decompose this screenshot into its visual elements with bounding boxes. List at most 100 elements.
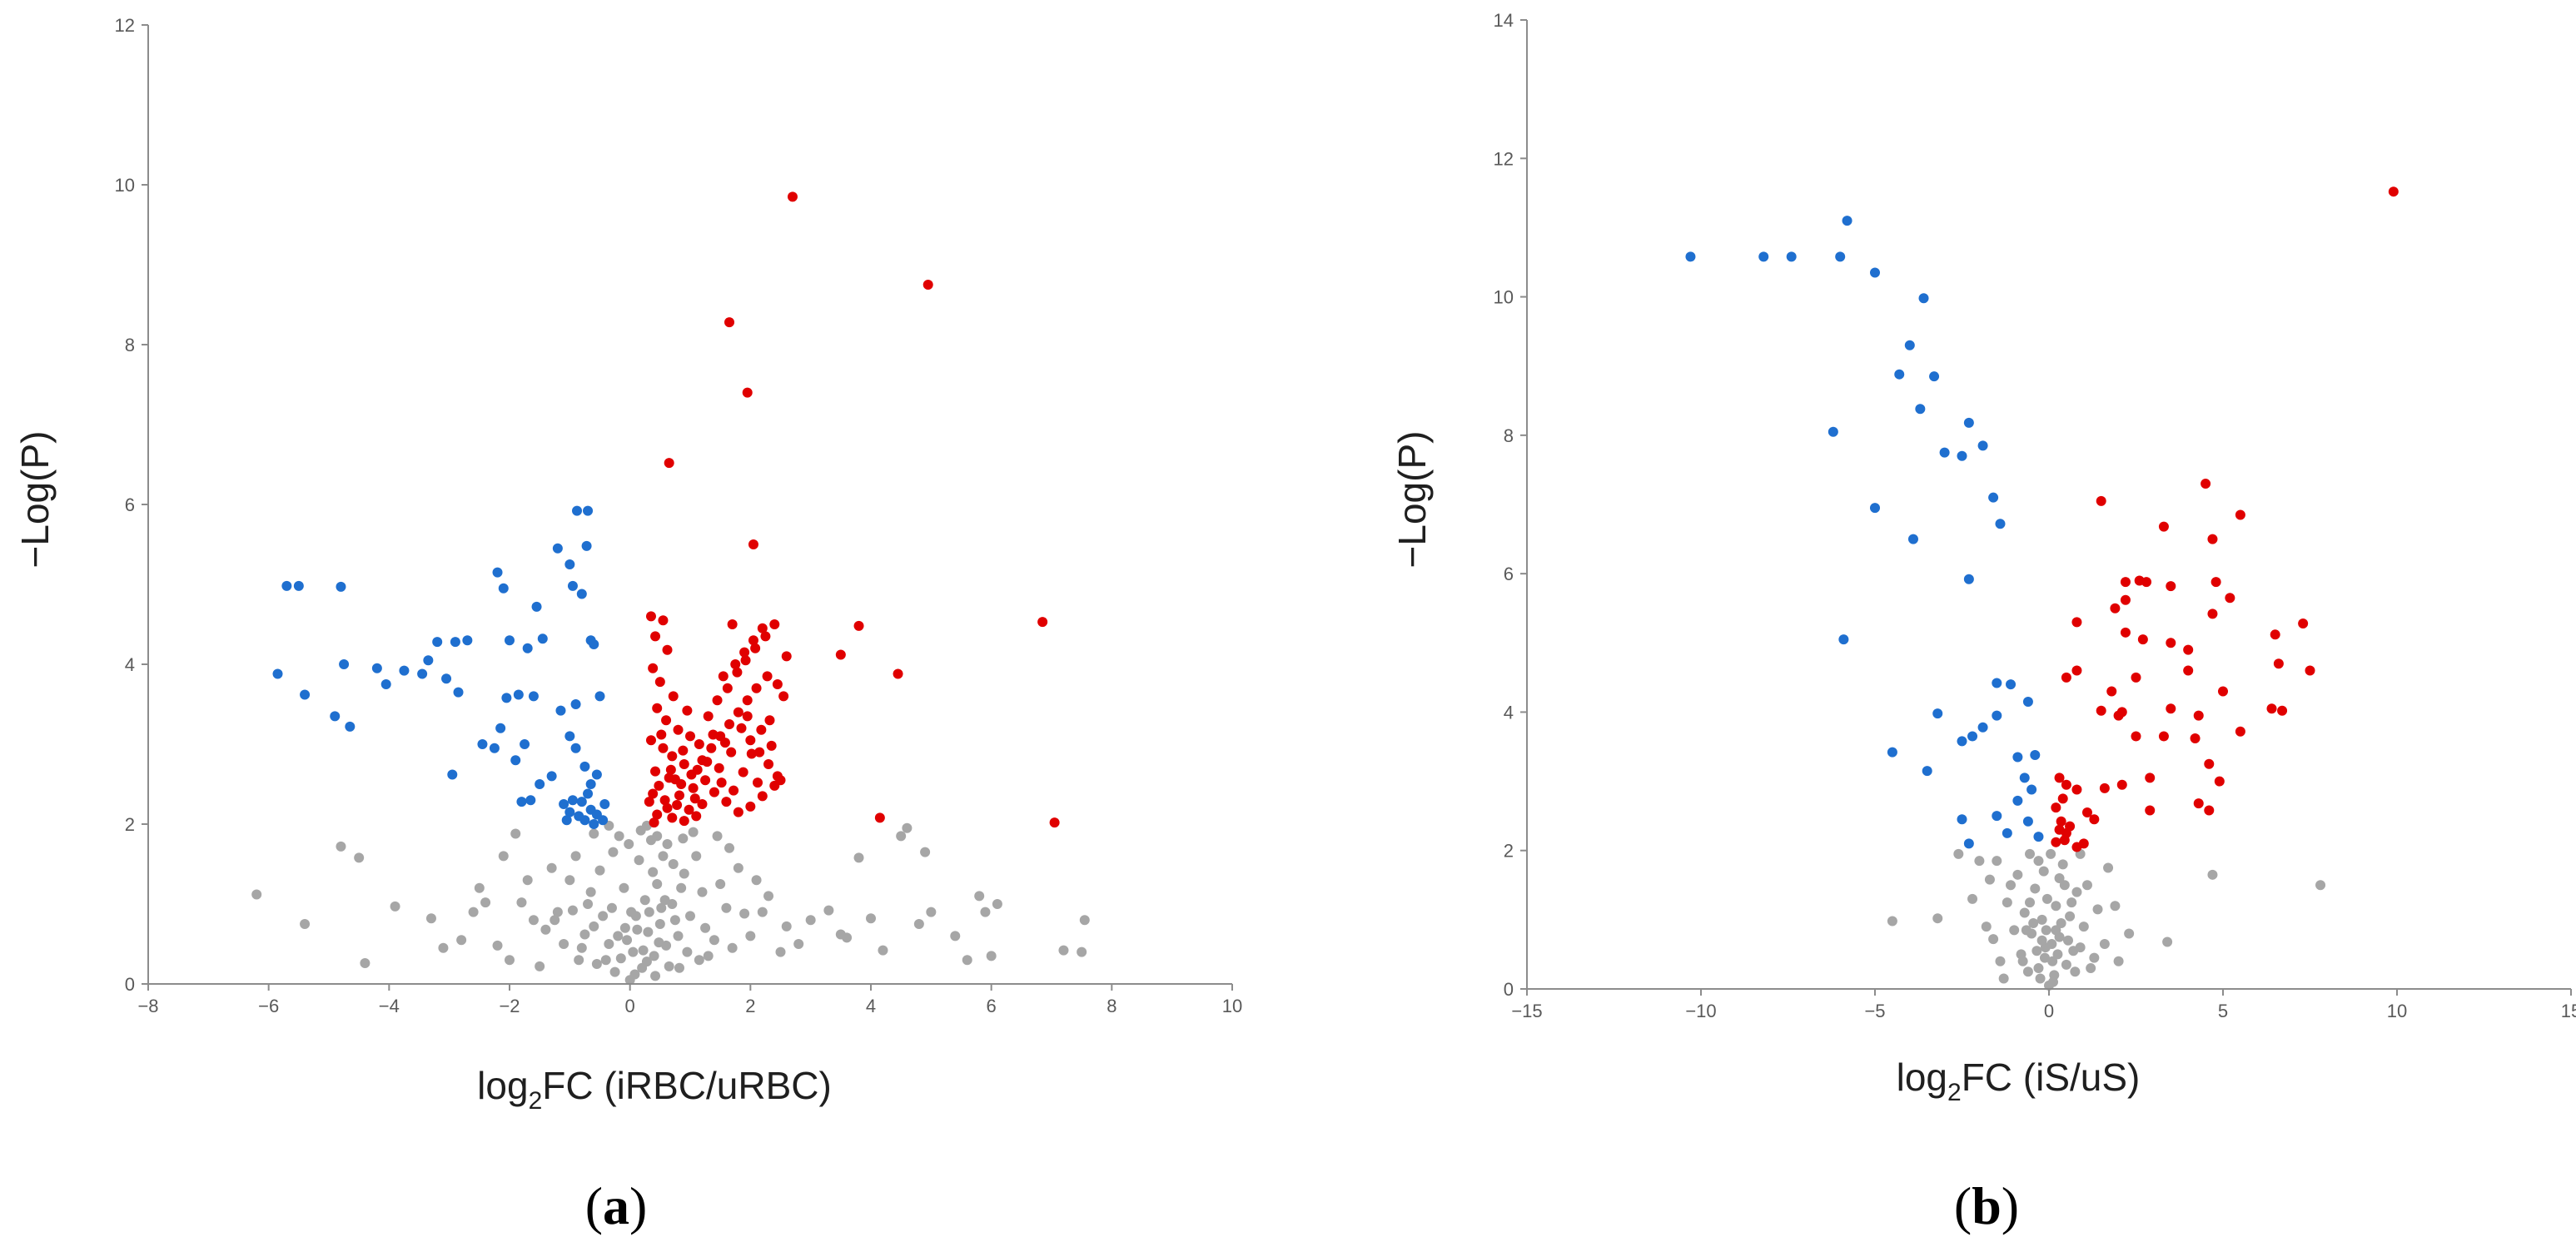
data-point-ns: [567, 905, 578, 916]
data-point-down: [380, 679, 391, 689]
data-point-up: [718, 671, 729, 682]
x-tick-label: −10: [1685, 1001, 1716, 1021]
data-point-ns: [775, 946, 786, 957]
data-point-up: [2065, 821, 2076, 832]
data-point-down: [510, 755, 521, 766]
data-point-ns: [574, 955, 584, 966]
data-point-down: [441, 673, 452, 684]
data-point-up: [2071, 784, 2082, 795]
data-point-down: [1992, 710, 2002, 721]
data-point-down: [564, 731, 575, 742]
data-point-ns: [896, 831, 907, 842]
data-point-ns: [694, 955, 704, 966]
data-point-up: [2193, 710, 2204, 721]
data-point-ns: [2162, 936, 2173, 947]
data-point-ns: [652, 879, 663, 889]
data-point-up: [2204, 758, 2215, 769]
data-point-down: [531, 601, 542, 612]
data-point-up: [853, 620, 864, 631]
data-point-ns: [751, 875, 762, 886]
data-point-up: [724, 719, 735, 729]
data-point-ns: [2078, 922, 2089, 932]
data-point-up: [2218, 686, 2228, 697]
data-point-ns: [492, 940, 503, 951]
data-point-up: [656, 729, 667, 740]
data-point-ns: [528, 915, 539, 926]
data-point-ns: [2065, 911, 2076, 922]
data-point-up: [2207, 534, 2218, 544]
data-point-down: [1915, 404, 1926, 415]
data-point-up: [694, 739, 704, 749]
data-point-down: [281, 580, 292, 591]
data-point-down: [1995, 519, 2006, 529]
data-point-ns: [2025, 848, 2036, 859]
data-point-ns: [2059, 880, 2070, 891]
data-point-ns: [724, 842, 735, 853]
data-point-ns: [425, 913, 436, 924]
data-point-ns: [2036, 935, 2047, 946]
data-point-ns: [570, 851, 581, 862]
data-point-up: [2277, 705, 2288, 716]
data-point-down: [570, 743, 581, 753]
data-point-down: [572, 505, 583, 516]
data-point-ns: [656, 902, 667, 913]
data-point-up: [742, 695, 753, 706]
data-point-up: [835, 649, 846, 660]
data-point-up: [763, 759, 774, 769]
data-point-up: [722, 683, 733, 693]
data-point-ns: [2052, 949, 2063, 960]
data-point-ns: [354, 852, 365, 863]
data-point-up: [668, 691, 679, 702]
data-point-down: [1963, 838, 1974, 849]
data-point-ns: [986, 951, 997, 961]
data-point-down: [599, 799, 610, 809]
panel-b-ylabel: −Log(P): [1390, 431, 1434, 569]
data-point-ns: [805, 915, 816, 926]
data-point-ns: [902, 822, 913, 833]
x-tick-label: 0: [2044, 1001, 2054, 1021]
data-point-up: [727, 619, 738, 629]
data-point-ns: [1887, 916, 1897, 927]
data-point-up: [2096, 705, 2106, 716]
data-point-ns: [629, 969, 640, 980]
data-point-up: [2081, 807, 2092, 817]
data-point-up: [669, 774, 680, 785]
data-point-ns: [643, 927, 654, 937]
data-point-ns: [712, 831, 723, 842]
data-point-up: [2051, 802, 2061, 813]
data-point-ns: [691, 851, 702, 862]
data-point-down: [576, 589, 587, 599]
data-point-ns: [360, 958, 370, 969]
data-point-ns: [468, 907, 479, 917]
data-point-ns: [522, 875, 533, 886]
data-point-up: [2116, 779, 2127, 790]
data-point-ns: [2099, 938, 2110, 949]
data-point-ns: [624, 839, 634, 849]
data-point-up: [742, 387, 753, 398]
data-point-ns: [2035, 973, 2046, 984]
data-point-up: [733, 807, 743, 817]
panel-b-marks: [1685, 186, 2399, 991]
data-point-ns: [2033, 856, 2044, 867]
data-point-ns: [614, 831, 624, 842]
data-point-down: [293, 580, 304, 591]
data-point-ns: [2009, 925, 2020, 936]
data-point-down: [2019, 773, 2030, 783]
data-point-up: [667, 751, 678, 762]
data-point-up: [726, 747, 737, 758]
data-point-up: [2131, 672, 2141, 683]
data-point-down: [501, 693, 512, 703]
data-point-down: [1904, 340, 1915, 350]
data-point-up: [2210, 577, 2221, 588]
data-point-ns: [1992, 856, 2002, 867]
data-point-down: [591, 809, 602, 820]
data-point-up: [2273, 658, 2284, 669]
data-point-up: [733, 707, 743, 718]
data-point-ns: [757, 907, 768, 917]
data-point-up: [654, 780, 664, 791]
data-point-up: [697, 799, 708, 809]
data-point-ns: [2017, 956, 2028, 966]
data-point-down: [2033, 832, 2044, 842]
data-point-down: [300, 689, 311, 700]
data-point-up: [760, 631, 771, 642]
